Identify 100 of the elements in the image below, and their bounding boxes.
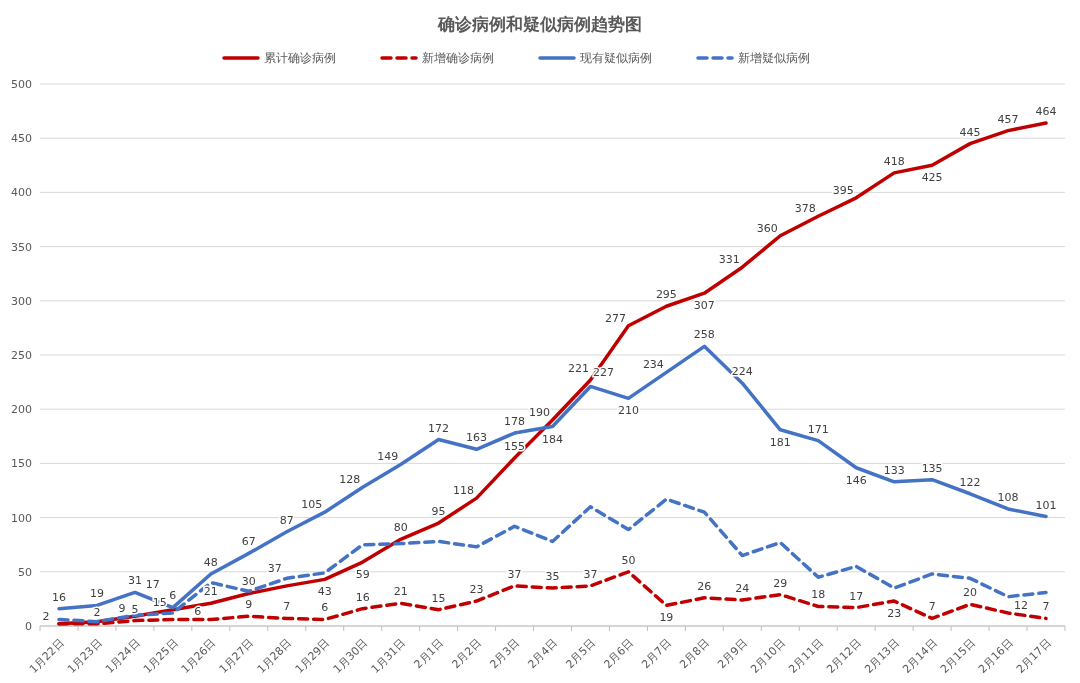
y-tick-label: 450: [11, 132, 32, 146]
data-label: 149: [377, 450, 399, 464]
data-label: 87: [279, 513, 294, 527]
x-tick-label: 2月4日: [525, 636, 561, 672]
x-tick-label: 2月15日: [938, 636, 978, 676]
legend-label: 新增确诊病例: [422, 51, 494, 65]
data-label: 155: [504, 439, 526, 453]
data-label: 6: [194, 605, 202, 619]
data-label: 464: [1035, 105, 1057, 119]
data-label: 360: [756, 221, 778, 235]
y-tick-label: 200: [11, 403, 32, 417]
x-tick-label: 1月27日: [216, 636, 257, 676]
data-label: 133: [883, 463, 905, 477]
legend-label: 累计确诊病例: [264, 51, 336, 65]
data-label: 108: [997, 490, 1019, 504]
data-label: 95: [431, 505, 446, 519]
x-tick-label: 2月2日: [449, 636, 485, 672]
x-tick-label: 1月23日: [64, 636, 105, 676]
data-label: 190: [529, 406, 550, 420]
data-label: 29: [773, 576, 788, 590]
data-label: 163: [466, 431, 488, 445]
legend-label: 现有疑似病例: [580, 51, 652, 65]
y-tick-label: 100: [11, 511, 32, 525]
data-label: 23: [887, 607, 902, 621]
legend-label: 新增疑似病例: [738, 51, 810, 65]
data-label: 2: [93, 605, 101, 619]
data-label: 30: [241, 575, 256, 589]
data-label: 418: [883, 154, 905, 168]
data-label: 105: [301, 498, 323, 512]
y-tick-label: 50: [18, 565, 32, 579]
x-tick-label: 2月6日: [601, 636, 636, 672]
x-tick-label: 1月26日: [178, 636, 219, 676]
x-tick-label: 2月7日: [639, 636, 674, 672]
data-label: 19: [89, 587, 104, 601]
data-label: 178: [504, 415, 526, 429]
data-label: 171: [807, 422, 829, 436]
data-label: 17: [849, 589, 864, 603]
data-label: 331: [718, 253, 740, 267]
data-label: 128: [339, 473, 361, 487]
data-label: 21: [393, 585, 408, 599]
data-label: 31: [127, 574, 142, 588]
data-label: 6: [169, 589, 177, 603]
data-label: 7: [928, 600, 936, 614]
data-label: 378: [794, 202, 816, 216]
x-tick-label: 2月17日: [1013, 636, 1054, 676]
x-tick-label: 2月14日: [900, 636, 940, 676]
data-label: 425: [921, 171, 943, 185]
y-tick-label: 300: [11, 294, 32, 308]
x-tick-label: 1月22日: [26, 636, 67, 676]
data-label: 26: [697, 579, 712, 593]
data-label: 5: [131, 602, 139, 616]
y-tick-label: 400: [11, 186, 32, 200]
data-label: 12: [1014, 598, 1029, 612]
x-tick-label: 1月30日: [330, 636, 371, 676]
y-tick-label: 150: [11, 457, 32, 471]
data-label: 445: [959, 125, 981, 139]
chart-title: 确诊病例和疑似病例趋势图: [437, 14, 642, 34]
data-label: 6: [321, 601, 329, 615]
data-label: 19: [659, 611, 674, 625]
data-label: 258: [693, 328, 715, 342]
x-tick-label: 1月28日: [254, 636, 295, 676]
data-label: 118: [453, 484, 475, 498]
data-label: 184: [542, 432, 563, 446]
data-label: 50: [621, 553, 636, 567]
x-tick-label: 2月5日: [563, 636, 599, 672]
y-tick-label: 350: [11, 240, 32, 254]
data-label: 48: [203, 555, 218, 569]
data-label: 21: [203, 585, 218, 599]
data-label: 135: [921, 461, 943, 475]
data-label: 9: [245, 598, 253, 612]
x-tick-label: 1月25日: [140, 636, 181, 676]
data-label: 2: [42, 609, 50, 623]
data-label: 146: [845, 473, 867, 487]
data-label: 16: [51, 590, 66, 604]
data-label: 17: [145, 577, 160, 591]
data-label: 16: [355, 590, 370, 604]
data-label: 15: [431, 591, 446, 605]
x-tick-label: 1月31日: [368, 636, 409, 676]
data-label: 234: [642, 358, 664, 372]
data-label: 59: [355, 568, 370, 582]
data-label: 9: [118, 602, 126, 616]
x-tick-label: 2月8日: [677, 636, 712, 672]
data-label: 172: [428, 421, 450, 435]
data-label: 295: [655, 288, 677, 302]
data-label: 7: [283, 600, 291, 614]
data-label: 80: [393, 521, 408, 535]
data-label: 37: [583, 567, 598, 581]
data-label: 224: [731, 365, 753, 379]
data-label: 395: [832, 183, 854, 197]
data-label: 20: [963, 586, 978, 600]
x-tick-label: 1月29日: [292, 636, 333, 676]
x-tick-label: 2月10日: [748, 636, 788, 676]
data-label: 101: [1035, 498, 1057, 512]
data-label: 43: [317, 585, 332, 599]
data-label: 122: [959, 475, 981, 489]
data-label: 18: [811, 588, 826, 602]
data-label: 37: [507, 567, 522, 581]
data-label: 24: [735, 581, 750, 595]
data-label: 7: [1042, 600, 1050, 614]
x-tick-label: 2月13日: [862, 636, 902, 676]
